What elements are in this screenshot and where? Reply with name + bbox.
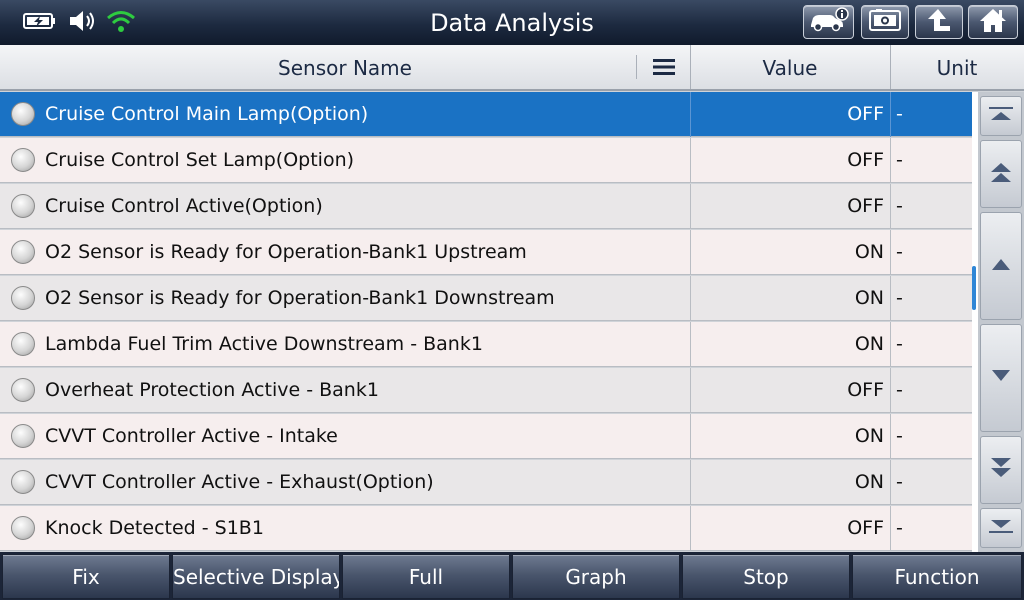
sensor-unit: -	[896, 195, 903, 217]
sensor-name: Overheat Protection Active - Bank1	[45, 379, 379, 401]
sensor-value: ON	[854, 471, 884, 493]
column-header-value[interactable]: Value	[762, 56, 818, 80]
back-button[interactable]	[915, 5, 963, 39]
scrollbar-track[interactable]	[972, 92, 978, 552]
bottom-bar: Fix Selective Display Full Graph Stop Fu…	[0, 552, 1024, 600]
fix-button[interactable]: Fix	[2, 554, 170, 599]
scrollbar-thumb[interactable]	[972, 266, 976, 310]
row-select-radio[interactable]	[11, 240, 35, 264]
back-arrow-icon	[924, 7, 954, 37]
screenshot-button[interactable]	[861, 5, 909, 39]
page-down-icon	[989, 456, 1013, 484]
hamburger-menu-icon	[653, 58, 675, 80]
graph-button[interactable]: Graph	[512, 554, 680, 599]
scroll-bottom-icon	[988, 517, 1014, 539]
sensor-unit: -	[896, 471, 903, 493]
scroll-top-icon	[988, 105, 1014, 127]
row-select-radio[interactable]	[11, 378, 35, 402]
sensor-unit: -	[896, 425, 903, 447]
line-down-button[interactable]	[980, 324, 1022, 432]
screenshot-icon	[868, 8, 902, 36]
wifi-icon	[106, 9, 136, 37]
sensor-value: ON	[854, 425, 884, 447]
sensor-name: Lambda Fuel Trim Active Downstream - Ban…	[45, 333, 483, 355]
sensor-unit: -	[896, 333, 903, 355]
line-up-button[interactable]	[980, 212, 1022, 320]
sensor-unit: -	[896, 287, 903, 309]
sensor-name: Knock Detected - S1B1	[45, 517, 264, 539]
line-up-icon	[990, 256, 1012, 276]
sensor-unit: -	[896, 241, 903, 263]
table-row[interactable]: O2 Sensor is Ready for Operation-Bank1 D…	[0, 276, 972, 321]
row-select-radio[interactable]	[11, 516, 35, 540]
row-select-radio[interactable]	[11, 424, 35, 448]
row-select-radio[interactable]	[11, 102, 35, 126]
sensor-value: OFF	[847, 517, 884, 539]
scroll-bottom-button[interactable]	[980, 508, 1022, 548]
column-menu-button[interactable]	[636, 45, 690, 89]
table-row[interactable]: Cruise Control Active(Option) OFF -	[0, 184, 972, 229]
sensor-name: Cruise Control Set Lamp(Option)	[45, 149, 355, 171]
table-row[interactable]: CVVT Controller Active - Exhaust(Option)…	[0, 460, 972, 505]
sensor-unit: -	[896, 517, 903, 539]
selective-display-button[interactable]: Selective Display	[172, 554, 340, 599]
row-select-radio[interactable]	[11, 470, 35, 494]
sensor-name: Cruise Control Main Lamp(Option)	[45, 103, 369, 125]
vehicle-info-icon	[808, 7, 850, 37]
scroll-top-button[interactable]	[980, 96, 1022, 136]
title-bar: Data Analysis	[0, 0, 1024, 46]
column-header-sensor[interactable]: Sensor Name	[278, 56, 412, 80]
column-header-unit[interactable]: Unit	[936, 56, 978, 80]
page-up-icon	[989, 160, 1013, 188]
page-up-button[interactable]	[980, 140, 1022, 208]
sensor-table-body: Cruise Control Main Lamp(Option) OFF - C…	[0, 92, 972, 552]
sensor-value: OFF	[847, 379, 884, 401]
table-row[interactable]: Lambda Fuel Trim Active Downstream - Ban…	[0, 322, 972, 367]
row-select-radio[interactable]	[11, 148, 35, 172]
home-icon	[978, 7, 1008, 37]
full-button[interactable]: Full	[342, 554, 510, 599]
sensor-name: CVVT Controller Active - Exhaust(Option)	[45, 471, 434, 493]
line-down-icon	[990, 368, 1012, 388]
home-button[interactable]	[968, 5, 1018, 39]
sensor-unit: -	[896, 103, 903, 125]
sensor-name: O2 Sensor is Ready for Operation-Bank1 U…	[45, 241, 527, 263]
sensor-value: ON	[854, 287, 884, 309]
table-row[interactable]: Cruise Control Set Lamp(Option) OFF -	[0, 138, 972, 183]
row-select-radio[interactable]	[11, 194, 35, 218]
sensor-value: OFF	[847, 195, 884, 217]
scroll-nav-column	[978, 92, 1024, 552]
table-header: Sensor Name Value Unit	[0, 45, 1024, 91]
speaker-icon[interactable]	[67, 8, 99, 38]
sensor-unit: -	[896, 379, 903, 401]
row-select-radio[interactable]	[11, 286, 35, 310]
row-select-radio[interactable]	[11, 332, 35, 356]
vehicle-info-button[interactable]	[803, 5, 854, 39]
function-button[interactable]: Function	[852, 554, 1022, 599]
sensor-name: Cruise Control Active(Option)	[45, 195, 323, 217]
stop-button[interactable]: Stop	[682, 554, 850, 599]
table-row[interactable]: CVVT Controller Active - Intake ON -	[0, 414, 972, 459]
table-row[interactable]: O2 Sensor is Ready for Operation-Bank1 U…	[0, 230, 972, 275]
table-row[interactable]: Cruise Control Main Lamp(Option) OFF -	[0, 92, 972, 137]
sensor-value: OFF	[847, 149, 884, 171]
sensor-name: O2 Sensor is Ready for Operation-Bank1 D…	[45, 287, 555, 309]
table-row[interactable]: Knock Detected - S1B1 OFF -	[0, 506, 972, 551]
sensor-name: CVVT Controller Active - Intake	[45, 425, 338, 447]
battery-charging-icon	[23, 12, 57, 34]
page-down-button[interactable]	[980, 436, 1022, 504]
sensor-value: ON	[854, 333, 884, 355]
table-row[interactable]: Overheat Protection Active - Bank1 OFF -	[0, 368, 972, 413]
sensor-value: OFF	[847, 103, 884, 125]
window-title: Data Analysis	[430, 9, 594, 37]
sensor-unit: -	[896, 149, 903, 171]
sensor-value: ON	[854, 241, 884, 263]
